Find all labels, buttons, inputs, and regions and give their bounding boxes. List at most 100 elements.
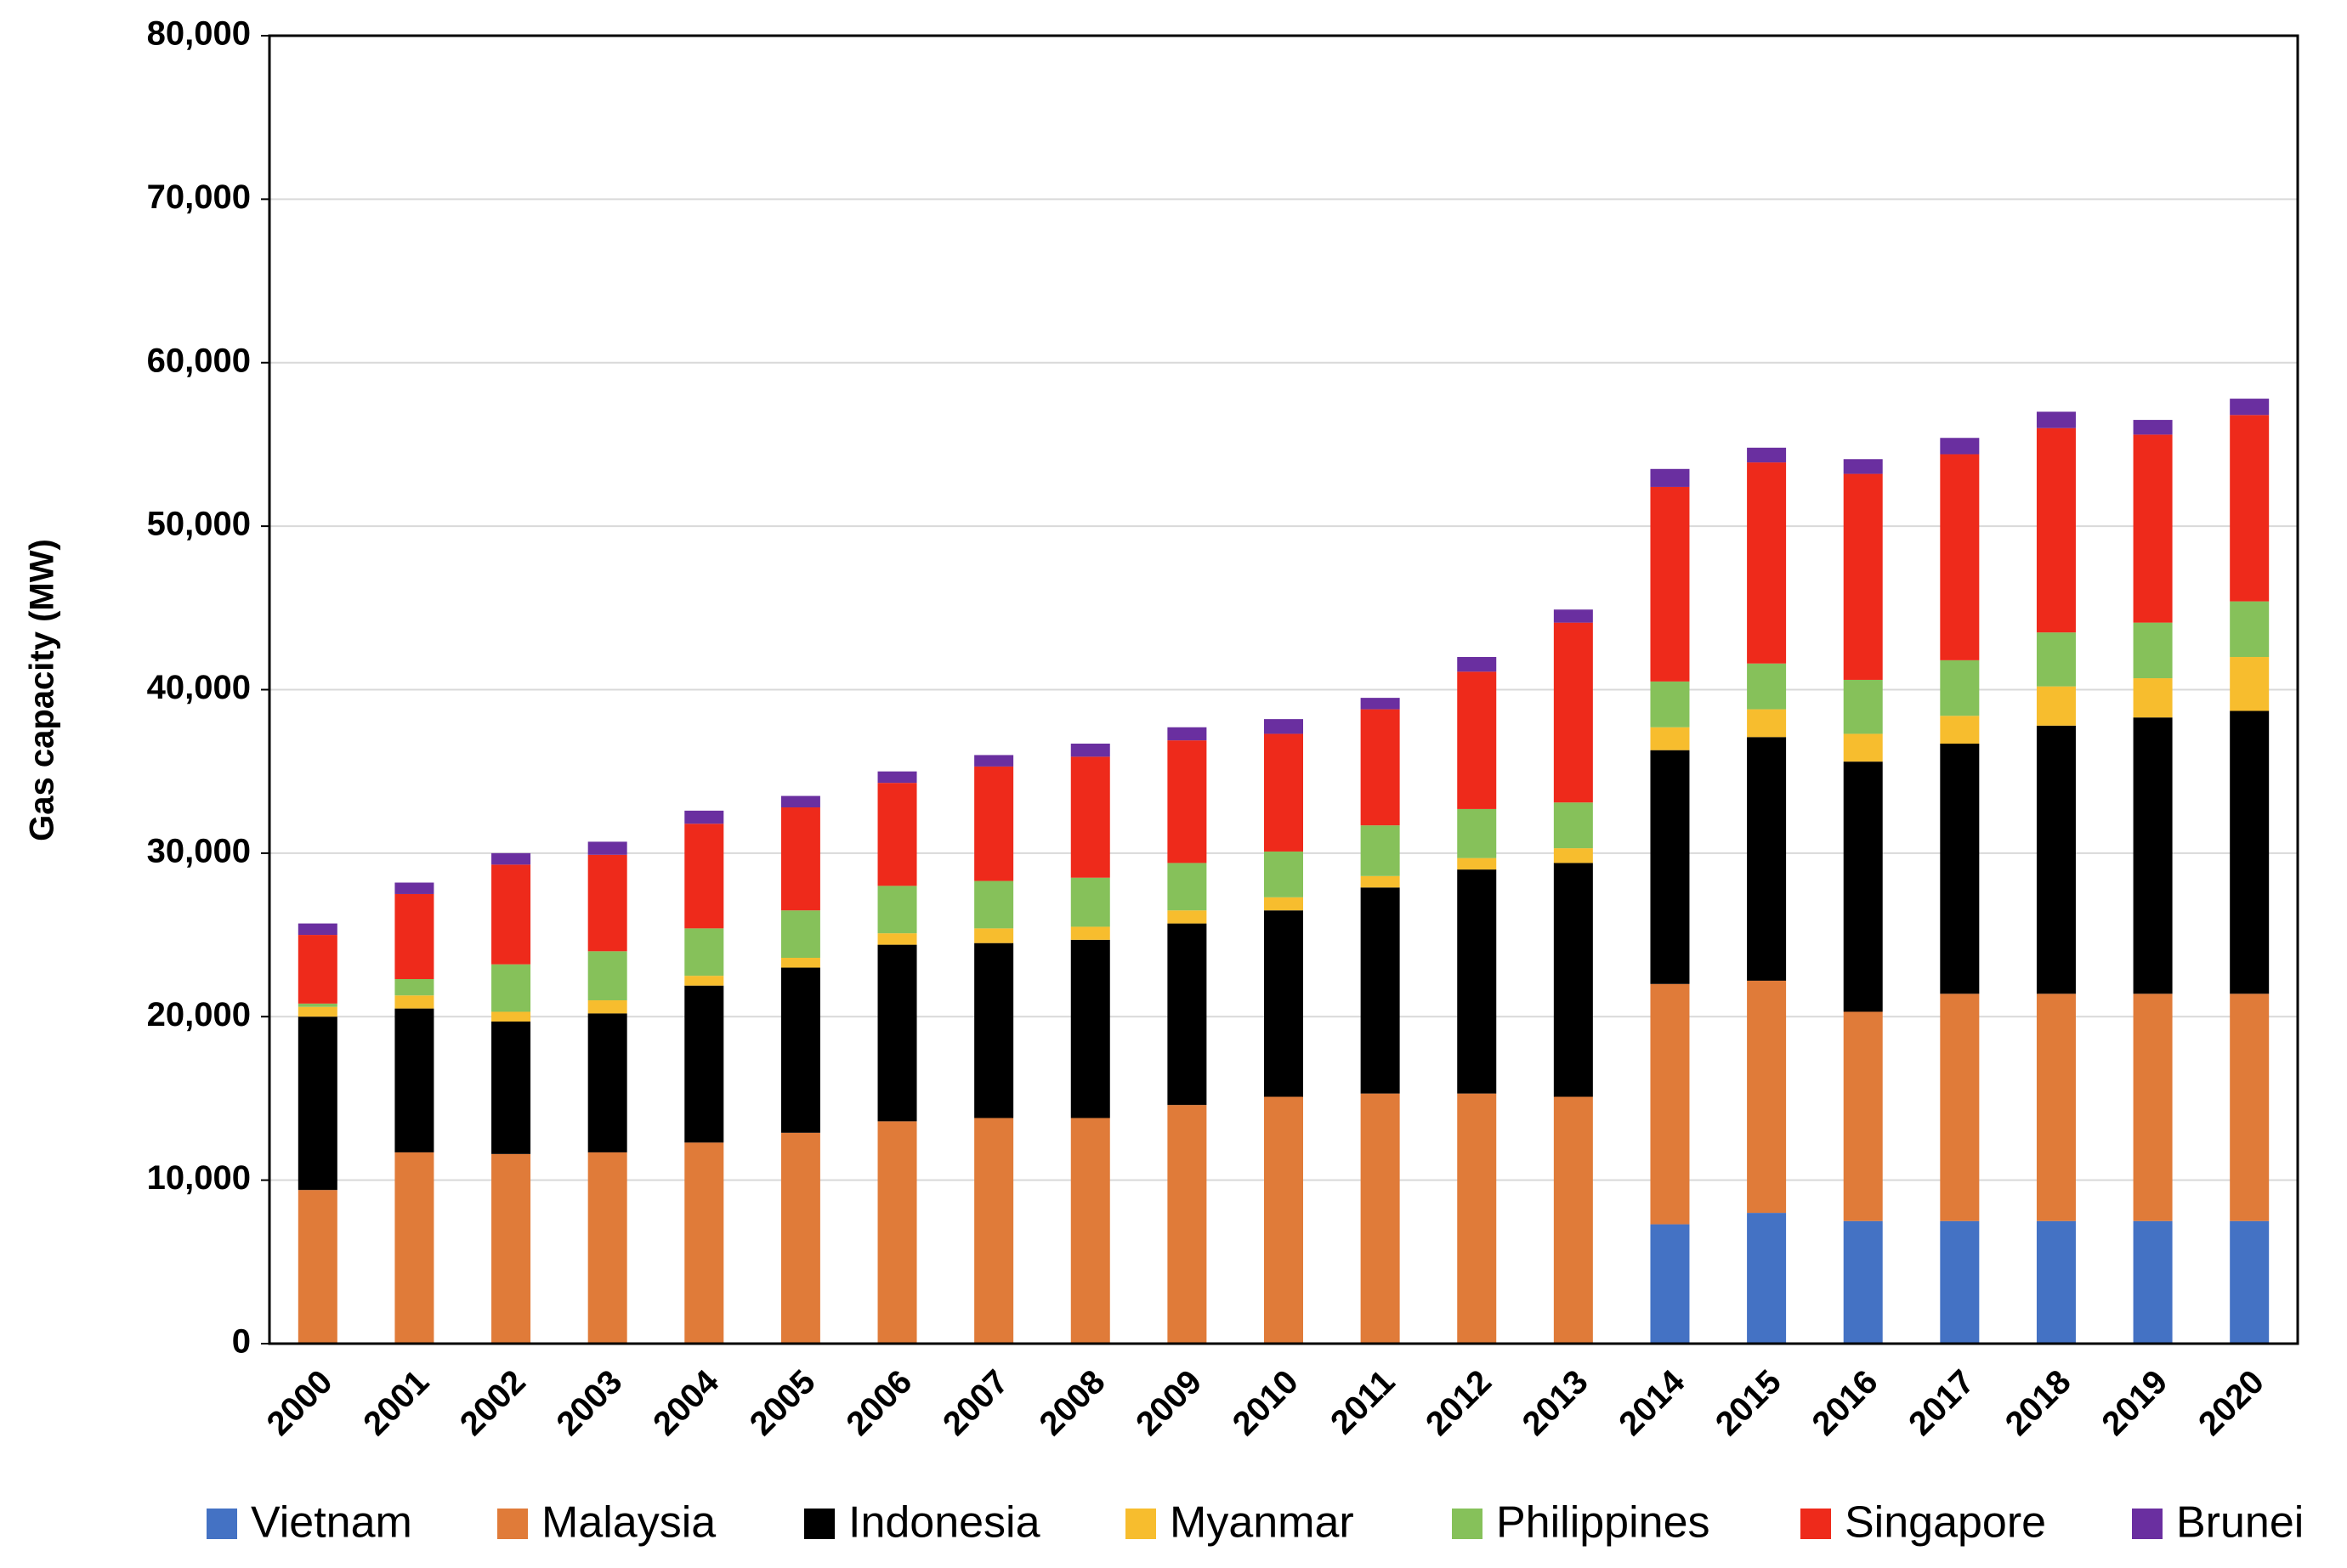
bar-segment <box>1747 980 1787 1214</box>
bar-segment <box>587 854 627 952</box>
bar-segment <box>974 928 1014 943</box>
bar-segment <box>2230 399 2270 416</box>
bar-segment <box>1843 473 1883 680</box>
bar-segment <box>491 1011 531 1022</box>
x-tick-label: 2001 <box>356 1363 436 1443</box>
bar-segment <box>298 1016 337 1191</box>
bar-segment <box>2230 415 2270 602</box>
bar-segment <box>2230 657 2270 711</box>
bar-segment <box>2036 725 2076 994</box>
bar-segment <box>2133 420 2173 435</box>
legend-label: Myanmar <box>1170 1498 1354 1548</box>
bar-segment <box>1360 1093 1400 1344</box>
legend-swatch <box>207 1509 237 1539</box>
x-tick-label: 2004 <box>646 1362 727 1443</box>
bar-segment <box>974 755 1014 767</box>
bar-segment <box>1264 897 1303 911</box>
bar-segment <box>684 928 724 976</box>
bar-segment <box>1360 875 1400 888</box>
x-tick-label: 2015 <box>1709 1363 1789 1443</box>
bar-segment <box>1650 750 1690 984</box>
bar-segment <box>1940 743 1980 994</box>
bar-segment <box>587 1013 627 1152</box>
bar-segment <box>1167 1105 1207 1344</box>
bar-segment <box>1553 609 1593 623</box>
bar-segment <box>780 807 820 911</box>
bar-segment <box>974 1118 1014 1344</box>
bar-segment <box>1070 1118 1110 1344</box>
bar-segment <box>1167 740 1207 863</box>
x-tick-label: 2007 <box>936 1363 1016 1443</box>
bar-segment <box>298 935 337 1004</box>
bar-segment <box>1553 848 1593 863</box>
bar-segment <box>1070 926 1110 940</box>
bar-segment <box>2133 678 2173 718</box>
legend-swatch <box>2132 1509 2163 1539</box>
bar-segment <box>2230 993 2270 1221</box>
bar-segment <box>780 910 820 958</box>
bar-segment <box>2230 601 2270 658</box>
bar-segment <box>298 1003 337 1007</box>
legend-label: Vietnam <box>251 1498 412 1548</box>
bar-segment <box>1264 733 1303 852</box>
bar-segment <box>1650 486 1690 682</box>
bar-segment <box>1360 887 1400 1094</box>
x-tick-label: 2010 <box>1226 1363 1306 1443</box>
bar-segment <box>298 1190 337 1344</box>
bar-segment <box>1167 863 1207 911</box>
legend-label: Brunei <box>2176 1498 2304 1548</box>
bar-segment <box>1070 756 1110 878</box>
bar-segment <box>1553 802 1593 849</box>
bar-segment <box>2230 710 2270 994</box>
bar-segment <box>1747 1213 1787 1344</box>
bar-segment <box>1747 462 1787 664</box>
bar-segment <box>877 944 917 1122</box>
legend-swatch <box>497 1509 528 1539</box>
bar-segment <box>1843 679 1883 734</box>
bar-segment <box>780 957 820 968</box>
x-tick-label: 2009 <box>1129 1363 1209 1443</box>
bar-segment <box>684 1142 724 1344</box>
legend-label: Singapore <box>1845 1498 2046 1548</box>
x-tick-label: 2019 <box>2095 1363 2174 1443</box>
bar-segment <box>1070 939 1110 1118</box>
bar-segment <box>1360 825 1400 876</box>
bar-segment <box>491 964 531 1012</box>
bar-segment <box>1457 808 1497 858</box>
legend-label: Malaysia <box>541 1498 716 1548</box>
y-tick-label: 30,000 <box>147 832 251 869</box>
bar-segment <box>587 1152 627 1344</box>
bar-segment <box>2133 1220 2173 1344</box>
x-tick-label: 2002 <box>453 1363 533 1443</box>
bar-segment <box>394 882 434 894</box>
bar-segment <box>1940 659 1980 716</box>
x-tick-label: 2008 <box>1033 1363 1113 1443</box>
bar-segment <box>1167 910 1207 924</box>
legend-swatch <box>804 1509 835 1539</box>
bar-segment <box>2036 686 2076 726</box>
bar-segment <box>1553 1096 1593 1344</box>
legend-swatch <box>1800 1509 1831 1539</box>
legend-swatch <box>1125 1509 1156 1539</box>
bar-segment <box>1650 1224 1690 1344</box>
bar-segment <box>1264 910 1303 1097</box>
x-tick-label: 2018 <box>1998 1363 2078 1443</box>
bar-segment <box>1457 657 1497 672</box>
bar-segment <box>2036 1220 2076 1344</box>
y-tick-label: 70,000 <box>147 178 251 216</box>
bar-segment <box>1940 1220 1980 1344</box>
bar-segment <box>1457 858 1497 870</box>
bar-segment <box>1070 743 1110 757</box>
bar-segment <box>1650 468 1690 487</box>
bar-segment <box>684 810 724 824</box>
y-tick-label: 40,000 <box>147 669 251 706</box>
bar-segment <box>1264 851 1303 897</box>
bar-segment <box>974 880 1014 929</box>
bar-segment <box>1264 1096 1303 1344</box>
bar-segment <box>1843 459 1883 474</box>
x-tick-label: 2012 <box>1419 1363 1499 1443</box>
bar-segment <box>2230 1220 2270 1344</box>
bar-segment <box>1747 709 1787 738</box>
bar-segment <box>394 1008 434 1152</box>
bar-segment <box>587 1000 627 1014</box>
